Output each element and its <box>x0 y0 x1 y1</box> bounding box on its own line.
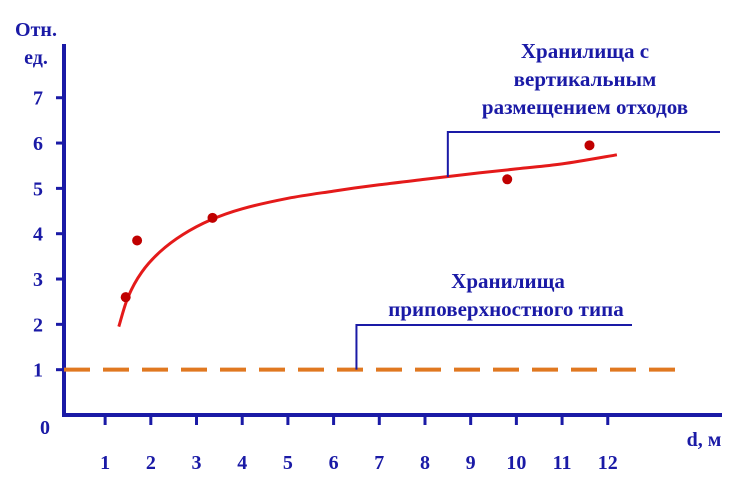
origin-label: 0 <box>40 417 50 439</box>
y-tick-label-5: 5 <box>33 178 43 200</box>
y-tick-label-3: 3 <box>33 269 43 291</box>
fit-curve-group <box>117 153 618 328</box>
annotation-near-surface-line-2: приповерхностного типа <box>388 297 624 321</box>
annotation-near-surface-leader <box>355 324 632 370</box>
x-tick-label-10: 10 <box>506 452 526 474</box>
annotation-vertical-line-2: вертикальным <box>514 67 657 91</box>
y-tick-label-4: 4 <box>33 224 43 246</box>
x-tick-label-5: 5 <box>283 452 293 474</box>
annotation-near-surface-storage: Хранилища приповерхностного типа <box>355 269 632 370</box>
y-axis-label-line-2: ед. <box>24 47 48 69</box>
y-tick-label-1: 1 <box>33 360 43 382</box>
x-axis-label: d, м <box>687 429 722 451</box>
fit-curve <box>117 153 618 328</box>
x-tick-label-7: 7 <box>374 452 384 474</box>
data-point-3 <box>207 212 218 223</box>
annotation-vertical-storage: Хранилища с вертикальным размещением отх… <box>446 39 720 178</box>
x-tick-label-2: 2 <box>146 452 156 474</box>
x-tick-label-8: 8 <box>420 452 430 474</box>
y-axis-ticks: 1 2 3 4 5 6 7 <box>33 88 64 382</box>
y-tick-label-2: 2 <box>33 314 43 336</box>
y-axis-label-line-1: Отн. <box>15 19 57 41</box>
x-tick-label-9: 9 <box>466 452 476 474</box>
y-tick-label-7: 7 <box>33 88 43 110</box>
annotation-vertical-line-3: размещением отходов <box>482 95 688 119</box>
x-axis-ticks: 1 2 3 4 5 6 7 8 9 10 11 12 <box>100 415 618 474</box>
x-tick-label-12: 12 <box>598 452 618 474</box>
x-tick-label-1: 1 <box>100 452 110 474</box>
x-tick-label-6: 6 <box>329 452 339 474</box>
x-tick-label-3: 3 <box>192 452 202 474</box>
annotation-vertical-leader <box>446 131 720 178</box>
data-point-4 <box>502 174 513 185</box>
y-axis-label: Отн. ед. <box>15 19 57 69</box>
annotation-vertical-line-1: Хранилища с <box>521 39 649 63</box>
data-point-1 <box>120 292 131 303</box>
x-tick-label-4: 4 <box>237 452 247 474</box>
y-tick-label-6: 6 <box>33 133 43 155</box>
data-points-group <box>120 140 595 303</box>
annotation-near-surface-line-1: Хранилища <box>451 269 565 293</box>
x-tick-label-11: 11 <box>553 452 572 474</box>
data-point-5 <box>584 140 595 151</box>
data-point-2 <box>132 235 143 246</box>
